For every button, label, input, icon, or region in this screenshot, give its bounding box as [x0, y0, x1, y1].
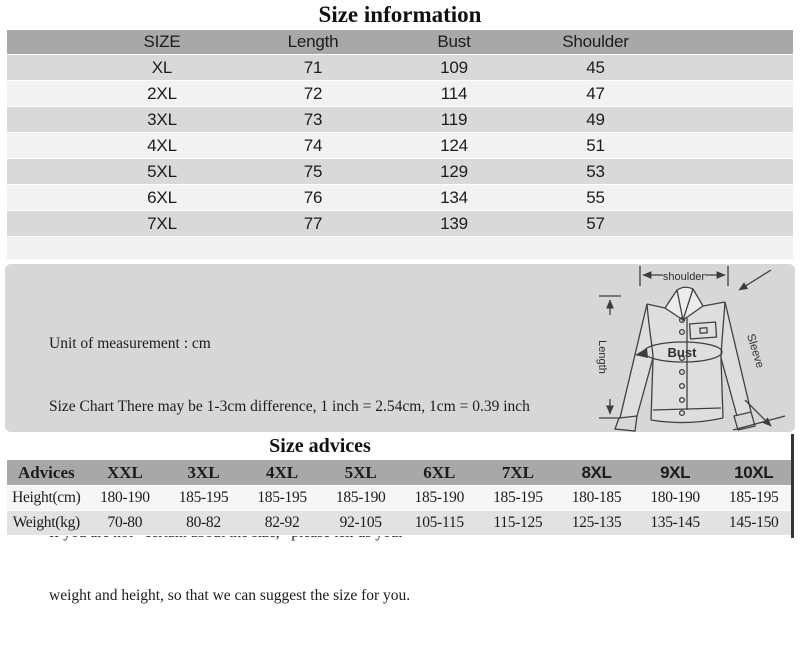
header-length: Length — [287, 32, 339, 51]
weight-cell: 145-150 — [728, 514, 779, 531]
bust-cell: 139 — [440, 213, 468, 233]
header-10xl: 10XL — [734, 462, 774, 482]
size-cell: 6XL — [147, 187, 177, 207]
right-edge-artifact — [791, 434, 794, 538]
row-label: Height(cm) — [12, 489, 81, 506]
table-row: 3XL 73 119 49 — [7, 107, 793, 133]
height-cell: 180-185 — [571, 489, 622, 506]
height-row: Height(cm) 180-190 185-195 185-195 185-1… — [7, 486, 793, 511]
sleeve-label: Sleeve — [744, 333, 766, 370]
advice-table: Advices XXL 3XL 4XL 5XL 6XL 7XL 8XL 9XL … — [7, 460, 793, 536]
header-xxl: XXL — [106, 462, 143, 482]
shirt-measurement-diagram: shoulder Length Bust Sleeve — [596, 266, 786, 432]
shoulder-cell: 53 — [586, 161, 605, 181]
weight-cell: 135-145 — [650, 514, 700, 531]
height-cell: 185-190 — [335, 489, 386, 506]
weight-cell: 115-125 — [493, 514, 543, 531]
length-cell: 71 — [303, 57, 323, 77]
header-8xl: 8XL — [581, 462, 612, 482]
bust-cell: 114 — [440, 83, 468, 103]
shoulder-cell: 49 — [586, 109, 605, 129]
table-row: 6XL 76 134 55 — [7, 185, 793, 211]
length-cell: 74 — [303, 135, 323, 155]
size-cell: XL — [151, 57, 173, 77]
height-cell: 185-195 — [728, 489, 779, 506]
note-line: Size Chart There may be 1-3cm difference… — [49, 398, 530, 415]
bust-cell: 109 — [440, 57, 468, 77]
table-row: 7XL 77 139 57 — [7, 211, 793, 237]
length-cell: 77 — [303, 213, 323, 233]
weight-cell: 125-135 — [571, 514, 622, 531]
header-bust: Bust — [437, 32, 471, 51]
size-cell: 3XL — [147, 109, 177, 129]
table-row: 4XL 74 124 51 — [7, 133, 793, 159]
size-cell: 5XL — [147, 161, 177, 181]
weight-cell: 80-82 — [186, 514, 221, 531]
note-line: Unit of measurement : cm — [49, 335, 211, 352]
height-cell: 180-190 — [650, 489, 700, 506]
shoulder-cell: 57 — [586, 213, 605, 233]
length-cell: 76 — [303, 187, 323, 207]
header-6xl: 6XL — [423, 462, 456, 482]
weight-cell: 70-80 — [107, 514, 143, 531]
page-title: Size information — [318, 2, 482, 27]
size-cell: 2XL — [147, 83, 177, 103]
size-table-header-row: SIZE Length Bust Shoulder — [7, 30, 793, 55]
header-advices: Advices — [17, 462, 75, 482]
shoulder-cell: 51 — [586, 135, 605, 155]
header-shoulder: Shoulder — [562, 32, 629, 51]
bust-cell: 129 — [440, 161, 468, 181]
weight-row: Weight(kg) 70-80 80-82 82-92 92-105 105-… — [7, 511, 793, 536]
note-line: weight and height, so that we can sugges… — [49, 587, 411, 604]
bust-cell: 124 — [440, 135, 468, 155]
shoulder-cell: 55 — [586, 187, 605, 207]
table-row: XL 71 109 45 — [7, 55, 793, 81]
header-7xl: 7XL — [501, 462, 534, 482]
height-cell: 185-195 — [493, 489, 543, 506]
shoulder-cell: 47 — [586, 83, 605, 103]
bust-cell: 119 — [440, 109, 468, 129]
row-label: Weight(kg) — [12, 514, 81, 531]
header-9xl: 9XL — [660, 462, 691, 482]
length-cell: 72 — [303, 83, 323, 103]
size-cell: 4XL — [147, 135, 177, 155]
height-cell: 180-190 — [100, 489, 150, 506]
table-row: 2XL 72 114 47 — [7, 81, 793, 107]
header-size: SIZE — [143, 32, 181, 51]
size-cell: 7XL — [147, 213, 177, 233]
header-3xl: 3XL — [187, 462, 220, 482]
height-cell: 185-195 — [257, 489, 307, 506]
advices-title: Size advices — [269, 435, 371, 457]
weight-cell: 92-105 — [339, 514, 382, 531]
header-4xl: 4XL — [266, 462, 299, 482]
shoulder-label: shoulder — [663, 271, 706, 283]
height-cell: 185-195 — [178, 489, 229, 506]
empty-trailing-row — [7, 237, 793, 259]
bust-cell: 134 — [440, 187, 468, 207]
size-table: SIZE Length Bust Shoulder XL 71 109 45 2… — [7, 30, 793, 259]
advice-table-header-row: Advices XXL 3XL 4XL 5XL 6XL 7XL 8XL 9XL … — [7, 460, 793, 486]
bust-label: Bust — [668, 345, 698, 360]
length-label: Length — [596, 340, 608, 374]
weight-cell: 105-115 — [414, 514, 464, 531]
length-cell: 73 — [303, 109, 323, 129]
header-5xl: 5XL — [344, 462, 377, 482]
shoulder-cell: 45 — [586, 57, 605, 77]
length-cell: 75 — [303, 161, 323, 181]
table-row: 5XL 75 129 53 — [7, 159, 793, 185]
weight-cell: 82-92 — [264, 514, 300, 531]
height-cell: 185-190 — [414, 489, 465, 506]
